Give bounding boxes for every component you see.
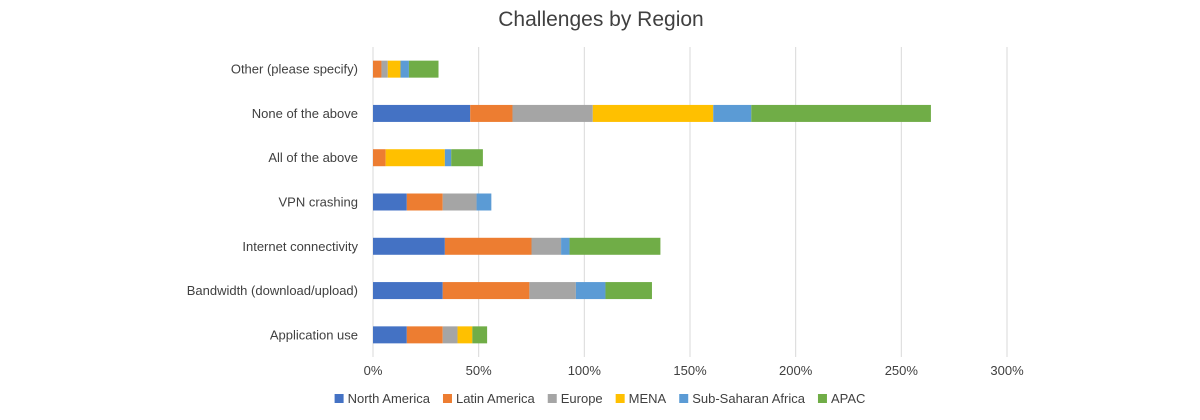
chart-title: Challenges by Region <box>498 8 703 31</box>
bar-segment <box>457 326 473 344</box>
bar-segment <box>531 237 562 255</box>
legend-item: APAC <box>817 391 865 406</box>
legend-label: Latin America <box>456 391 536 406</box>
legend-label: MENA <box>629 391 667 406</box>
x-tick-label: 150% <box>673 363 707 378</box>
legend-swatch <box>547 394 557 403</box>
bar-segment <box>444 237 532 255</box>
x-tick-label: 100% <box>568 363 602 378</box>
category-labels: Other (please specify) None of the above A… <box>187 62 359 343</box>
legend-item: MENA <box>615 391 667 406</box>
bar-segment <box>470 104 513 122</box>
bar-segment <box>713 104 752 122</box>
bar-segment <box>400 60 409 78</box>
category-label: All of the above <box>268 150 358 165</box>
legend-swatch <box>679 394 689 403</box>
legend-item: North America <box>334 391 431 406</box>
gridlines <box>372 47 1008 357</box>
bar-segment <box>373 282 443 300</box>
bar-segment <box>385 149 445 167</box>
bar-segment <box>451 149 483 167</box>
bar-segment <box>605 282 652 300</box>
legend-swatch <box>334 394 344 403</box>
category-label: VPN crashing <box>279 195 358 210</box>
x-axis-ticks: 0% 50% 100% 150% 200% 250% 300% <box>364 363 1024 378</box>
bar-segment <box>373 149 386 167</box>
bar-segment <box>442 326 458 344</box>
bar-segment <box>406 193 443 211</box>
category-label: Internet connectivity <box>242 239 358 254</box>
x-tick-label: 300% <box>990 363 1024 378</box>
legend: North America Latin America Europe MENA Sub-… <box>334 391 865 406</box>
category-label: None of the above <box>252 106 358 121</box>
bar-segment <box>476 193 492 211</box>
bar-segment <box>444 149 452 167</box>
legend-label: North America <box>348 391 431 406</box>
x-tick-label: 50% <box>466 363 492 378</box>
x-tick-label: 200% <box>779 363 813 378</box>
bar-segment <box>569 237 661 255</box>
bar-segment <box>592 104 714 122</box>
category-label: Application use <box>270 327 358 342</box>
bar-segment <box>561 237 570 255</box>
legend-label: Europe <box>561 391 603 406</box>
category-label: Other (please specify) <box>231 62 358 77</box>
bar-segment <box>373 193 407 211</box>
bar-segment <box>751 104 931 122</box>
bar-segment <box>381 60 388 78</box>
bar-segment <box>442 282 530 300</box>
legend-item: Latin America <box>442 391 536 406</box>
legend-swatch <box>442 394 452 403</box>
bars <box>373 60 931 344</box>
bar-segment <box>373 104 471 122</box>
bar-segment <box>387 60 401 78</box>
legend-item: Europe <box>547 391 603 406</box>
bar-segment <box>373 60 382 78</box>
legend-swatch <box>615 394 625 403</box>
bar-segment <box>442 193 477 211</box>
legend-item: Sub-Saharan Africa <box>679 391 806 406</box>
x-tick-label: 0% <box>364 363 383 378</box>
bar-segment <box>373 237 445 255</box>
bar-segment <box>373 326 407 344</box>
category-label: Bandwidth (download/upload) <box>187 283 358 298</box>
bar-segment <box>529 282 576 300</box>
legend-swatch <box>817 394 827 403</box>
x-tick-label: 250% <box>885 363 919 378</box>
bar-segment <box>406 326 443 344</box>
legend-label: APAC <box>831 391 865 406</box>
bar-segment <box>472 326 488 344</box>
bar-segment <box>408 60 439 78</box>
bar-segment <box>575 282 606 300</box>
bar-segment <box>512 104 593 122</box>
legend-label: Sub-Saharan Africa <box>692 391 806 406</box>
